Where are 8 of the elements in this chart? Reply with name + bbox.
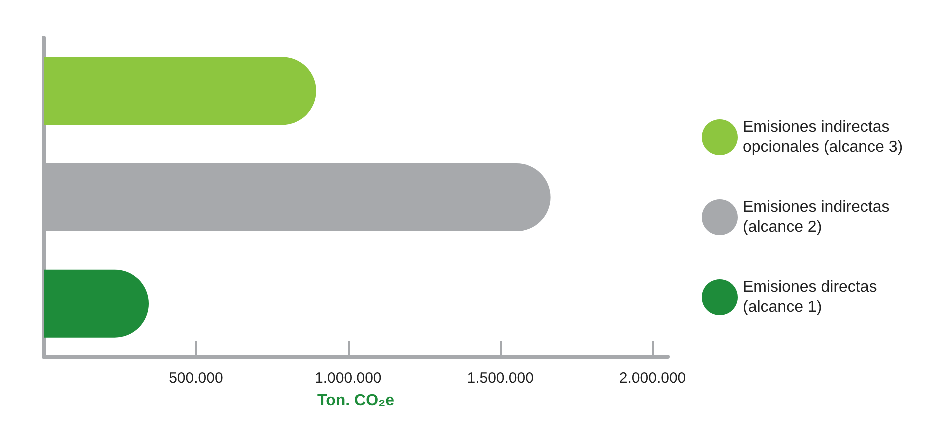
x-tick-label: 500.000 [169,370,224,387]
x-tick-label: 2.000.000 [619,370,686,387]
legend-label: Emisiones indirectas (alcance 2) [743,199,894,236]
x-tick-label: 1.000.000 [315,370,382,387]
x-tick-label: 1.500.000 [467,370,534,387]
x-axis-title: Ton. CO₂e [317,392,395,410]
legend-label: Emisiones indirectas opcionales (alcance 3) [743,119,904,156]
legend-label: Emisiones directas (alcance 1) [743,279,882,316]
